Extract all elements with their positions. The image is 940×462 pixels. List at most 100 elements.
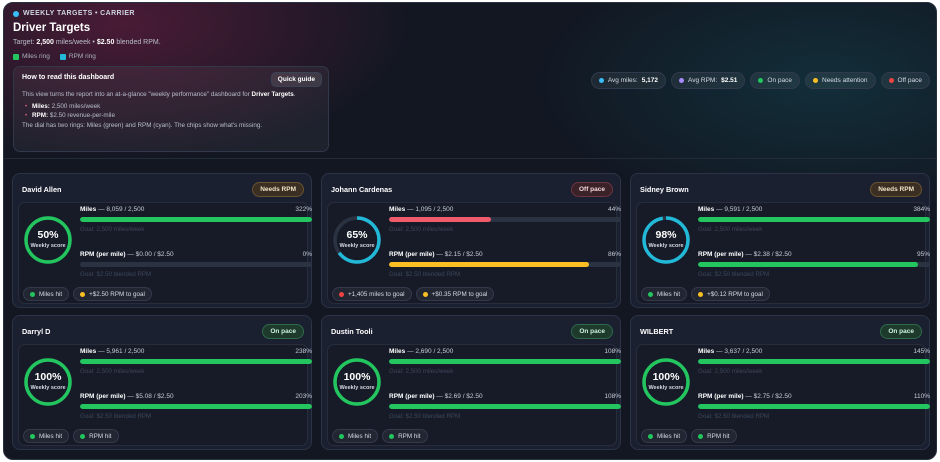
summary-chip[interactable]: Off pace [880, 72, 930, 89]
rpm-progress-fill [698, 404, 930, 409]
miles-progress-bar [389, 217, 621, 222]
status-tag[interactable]: RPM hit [691, 429, 737, 443]
guide-title: How to read this dashboard [22, 74, 115, 81]
miles-progress-fill [80, 217, 312, 222]
status-tag[interactable]: RPM hit [382, 429, 428, 443]
status-badge: On pace [880, 324, 922, 339]
guide-item-value: $2.50 revenue-per-mile [49, 112, 115, 119]
weekly-score-value: 65% [346, 229, 368, 241]
driver-name: WILBERT [640, 327, 674, 336]
ring-legend: Miles ring RPM ring [13, 53, 96, 60]
summary-chip[interactable]: Needs attention [805, 72, 876, 89]
driver-card: Sidney Brown Needs RPM 98% Weekly score Mile… [630, 173, 930, 308]
status-badge: Needs RPM [252, 182, 304, 197]
miles-label: Miles [389, 206, 406, 213]
tag-dot-icon [30, 433, 35, 439]
tag-label: Miles hit [657, 290, 681, 298]
guide-item-rpm: RPM: $2.50 revenue-per-mile [25, 112, 320, 119]
rpm-label: RPM (per mile) [389, 393, 435, 400]
rpm-value: — $2.38 / $2.50 [743, 251, 792, 258]
guide-note: The dial has two rings: Miles (green) an… [22, 122, 263, 129]
miles-swatch-icon [13, 53, 19, 60]
guide-item-key: RPM: [32, 112, 49, 119]
status-tag[interactable]: RPM hit [73, 429, 119, 443]
summary-chip[interactable]: Avg RPM: $2.51 [671, 72, 746, 89]
driver-card: Johann Cardenas Off pace 65% Weekly score Mi… [321, 173, 621, 308]
ring-miles [642, 358, 690, 406]
rpm-progress-fill [389, 404, 621, 409]
miles-value: — 9,591 / 2,500 [714, 206, 763, 213]
miles-percent: 238% [295, 348, 312, 355]
chip-label: Avg miles: [607, 77, 638, 84]
rpm-heading: RPM (per mile) — $2.69 / $2.50 [389, 393, 483, 400]
rpm-percent: 110% [913, 393, 930, 400]
rpm-goal: Goal: $2.50 blended RPM [80, 271, 152, 278]
status-tag[interactable]: +1,405 miles to goal [332, 287, 412, 301]
tag-dot-icon [422, 291, 428, 297]
status-tag[interactable]: Miles hit [641, 287, 688, 301]
driver-grid: David Allen Needs RPM 50% Weekly score Miles… [12, 173, 930, 455]
tag-label: Miles hit [348, 432, 372, 440]
tag-label: +1,405 miles to goal [348, 290, 405, 298]
rpm-row: RPM (per mile) — $2.38 / $2.50 95% [698, 251, 930, 258]
status-tag[interactable]: Miles hit [23, 429, 70, 443]
rpm-label: RPM (per mile) [389, 251, 435, 258]
miles-label: Miles [389, 348, 406, 355]
status-tag[interactable]: +$2.50 RPM to goal [73, 287, 152, 301]
miles-progress-fill [698, 359, 930, 364]
miles-heading: Miles — 1,095 / 2,500 [389, 206, 453, 213]
status-tag[interactable]: +$0.35 RPM to goal [415, 287, 495, 301]
rpm-row: RPM (per mile) — $2.69 / $2.50 108% [389, 393, 621, 400]
miles-goal: Goal: 2,500 miles/week [389, 226, 454, 233]
weekly-score-value: 100% [34, 371, 62, 383]
rpm-value: — $5.08 / $2.50 [125, 393, 174, 400]
guide-item-miles: Miles: 2,500 miles/week [25, 103, 320, 110]
tag-dot-icon [698, 291, 704, 297]
tag-label: +$0.12 RPM to goal [707, 290, 763, 298]
rpm-value: — $2.75 / $2.50 [743, 393, 792, 400]
miles-progress-bar [698, 359, 930, 364]
miles-progress-fill [80, 359, 312, 364]
weekly-score-dial: 50% Weekly score [22, 214, 74, 266]
driver-panel: 100% Weekly score Miles — 2,690 / 2,500 108… [327, 344, 621, 446]
driver-name: Johann Cardenas [331, 185, 393, 194]
miles-progress-fill [698, 217, 930, 222]
tag-label: Miles hit [657, 432, 681, 440]
score-ring-icon [333, 216, 381, 264]
dashboard-header: WEEKLY TARGETS • CARRIER Driver Targets … [4, 3, 936, 159]
summary-chip[interactable]: On pace [750, 72, 800, 89]
target-rpm: $2.50 [96, 39, 115, 46]
status-tag[interactable]: Miles hit [641, 429, 688, 443]
driver-name: David Allen [22, 185, 62, 194]
tag-label: +$0.35 RPM to goal [431, 290, 488, 298]
tag-dot-icon [648, 433, 653, 439]
quick-guide-button[interactable]: Quick guide [270, 72, 322, 87]
rpm-metric: RPM (per mile) — $2.69 / $2.50 108% Goal: … [389, 393, 621, 420]
miles-percent: 145% [913, 348, 930, 355]
rpm-goal: Goal: $2.50 blended RPM [80, 413, 152, 420]
rpm-progress-fill [389, 262, 589, 267]
status-badge: Off pace [570, 182, 613, 197]
rpm-heading: RPM (per mile) — $2.38 / $2.50 [698, 251, 792, 258]
miles-label: Miles [80, 348, 97, 355]
status-tag[interactable]: Miles hit [332, 429, 379, 443]
chip-value: $2.51 [721, 77, 738, 84]
rpm-heading: RPM (per mile) — $0.00 / $2.50 [80, 251, 174, 258]
status-badge: Needs RPM [870, 182, 922, 197]
weekly-score-value: 50% [37, 229, 59, 241]
status-tags: +1,405 miles to goal +$0.35 RPM to goal [332, 287, 495, 301]
status-tag[interactable]: Miles hit [23, 287, 70, 301]
tag-label: RPM hit [398, 432, 421, 440]
rpm-percent: 0% [302, 251, 312, 258]
miles-progress-bar [80, 217, 312, 222]
status-tag[interactable]: +$0.12 RPM to goal [691, 287, 770, 301]
score-ring-icon [24, 358, 72, 406]
eyebrow: WEEKLY TARGETS • CARRIER [13, 10, 135, 17]
tag-dot-icon [30, 291, 35, 297]
tag-label: RPM hit [89, 432, 112, 440]
rpm-progress-bar [698, 404, 930, 409]
status-dot-icon [13, 10, 19, 17]
miles-goal: Goal: 2,500 miles/week [698, 226, 763, 233]
summary-chip[interactable]: Avg miles: 5,172 [590, 72, 666, 89]
rpm-value: — $0.00 / $2.50 [125, 251, 174, 258]
